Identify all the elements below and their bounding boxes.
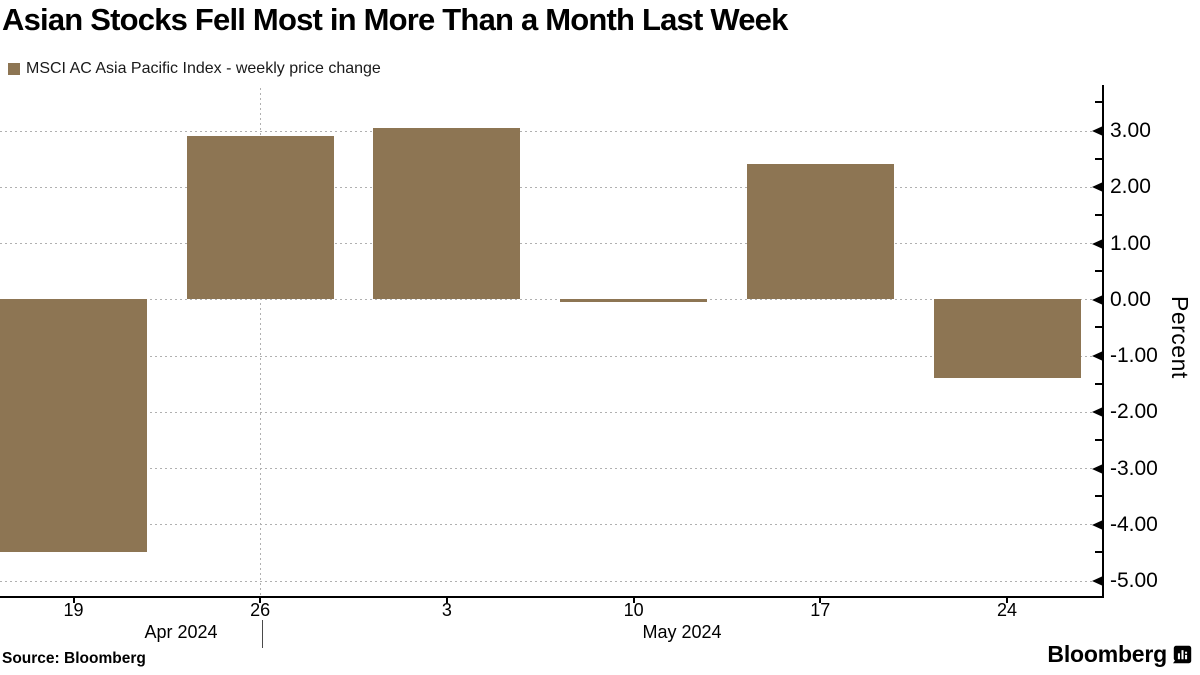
x-tick-label: 17 [810, 600, 831, 620]
bloomberg-logo-text: Bloomberg [1047, 641, 1167, 667]
page-title: Asian Stocks Fell Most in More Than a Mo… [2, 2, 788, 37]
y-tick-label: 2.00 [1110, 175, 1151, 199]
gridline-horizontal [0, 299, 1103, 301]
month-label: May 2024 [642, 622, 722, 642]
y-minor-tick [1095, 551, 1103, 554]
y-major-tick [1092, 238, 1103, 249]
bar-apr-19 [0, 299, 147, 553]
y-major-tick [1092, 463, 1103, 474]
y-axis-title: Percent [1167, 296, 1193, 379]
x-tick [819, 598, 822, 603]
y-minor-tick [1095, 495, 1103, 498]
x-tick-label: 19 [63, 600, 84, 620]
x-tick [1006, 598, 1008, 603]
y-minor-tick [1095, 213, 1103, 216]
bloomberg-logo: Bloomberg [1047, 641, 1192, 668]
y-minor-tick [1095, 101, 1103, 104]
y-minor-tick [1095, 382, 1103, 385]
gridline-vertical-month-boundary [260, 88, 262, 597]
y-minor-tick [1095, 270, 1103, 273]
legend: MSCI AC Asia Pacific Index - weekly pric… [8, 60, 381, 78]
y-tick-label: -5.00 [1110, 569, 1158, 592]
bar-may-24 [933, 299, 1081, 378]
y-major-tick [1092, 576, 1103, 586]
bar-may-17 [746, 164, 894, 300]
y-major-tick [1092, 351, 1103, 361]
x-tick-label: 26 [250, 600, 271, 620]
gridline-horizontal [0, 243, 1103, 244]
legend-swatch [8, 63, 20, 75]
x-tick [259, 598, 262, 603]
month-label: Apr 2024 [144, 622, 218, 642]
y-tick-label: 3.00 [1110, 119, 1151, 142]
gridline-horizontal [0, 468, 1103, 469]
x-tick-label: 10 [623, 600, 644, 620]
y-minor-tick [1095, 438, 1103, 441]
y-major-tick [1092, 519, 1103, 530]
y-tick-label: -4.00 [1110, 512, 1158, 536]
gridline-horizontal [0, 355, 1103, 357]
legend-label: MSCI AC Asia Pacific Index - weekly pric… [26, 60, 381, 77]
y-major-tick [1092, 182, 1103, 193]
gridline-horizontal [0, 411, 1103, 413]
bar-apr-26 [186, 136, 334, 300]
x-tick [445, 598, 448, 603]
bar-may-10 [560, 299, 708, 302]
gridline-horizontal [0, 130, 1103, 132]
y-tick-label: -2.00 [1110, 400, 1158, 424]
y-major-tick [1092, 407, 1103, 418]
month-divider [262, 620, 263, 648]
y-minor-tick [1095, 326, 1103, 329]
gridline-horizontal [0, 186, 1103, 188]
y-tick-label: 1.00 [1110, 231, 1151, 255]
source-note: Source: Bloomberg [2, 650, 146, 667]
x-tick [632, 598, 635, 603]
x-tick-label: 24 [996, 600, 1018, 620]
y-axis-line [1102, 85, 1104, 598]
y-major-tick [1092, 126, 1103, 136]
bar-may-3 [373, 127, 521, 300]
gridline-horizontal [0, 524, 1103, 526]
x-axis-line [0, 596, 1104, 598]
bloomberg-bug-icon [1173, 645, 1192, 664]
y-tick-label: -1.00 [1110, 344, 1158, 367]
x-tick-label: 3 [441, 600, 452, 620]
gridline-horizontal [0, 580, 1103, 582]
y-tick-label: -3.00 [1110, 456, 1158, 480]
y-minor-tick [1095, 157, 1103, 160]
y-major-tick [1092, 294, 1103, 305]
y-tick-label: 0.00 [1110, 287, 1151, 311]
x-tick [72, 598, 75, 603]
